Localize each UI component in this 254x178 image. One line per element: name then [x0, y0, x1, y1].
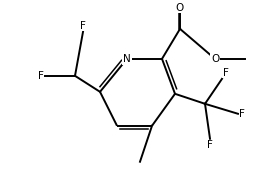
Text: F: F	[239, 109, 245, 119]
Text: O: O	[176, 3, 184, 13]
Text: F: F	[38, 71, 44, 81]
Text: F: F	[223, 68, 229, 78]
Text: O: O	[211, 54, 219, 64]
Text: F: F	[207, 140, 213, 150]
Text: N: N	[123, 54, 131, 64]
Text: F: F	[80, 21, 86, 31]
